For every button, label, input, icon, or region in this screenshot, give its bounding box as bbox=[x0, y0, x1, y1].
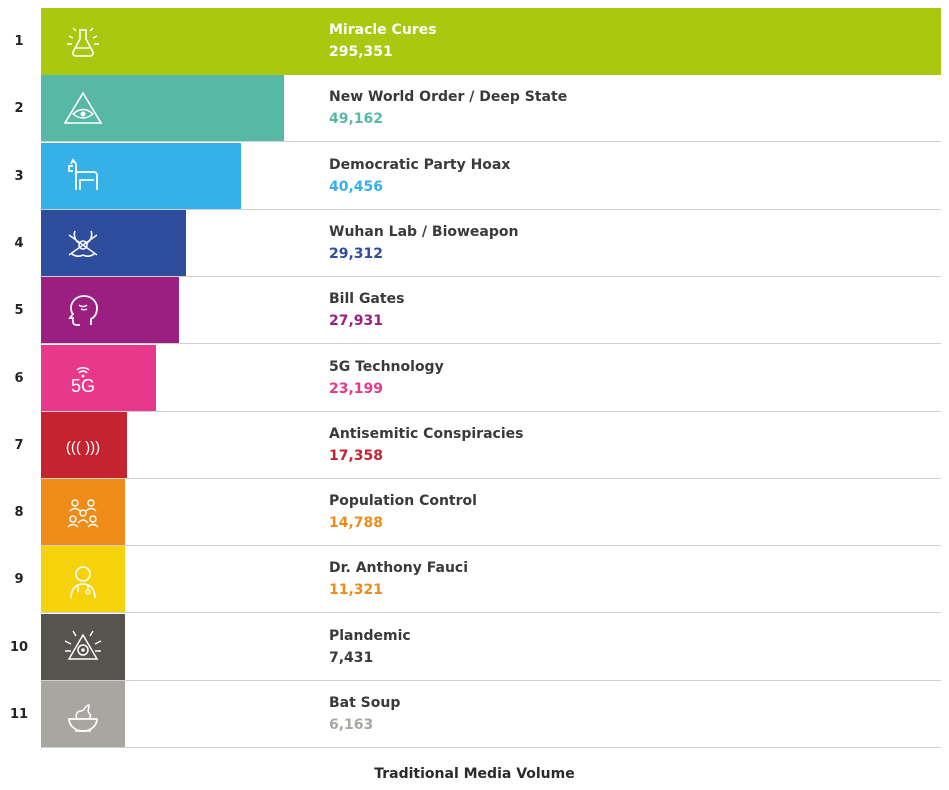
rank-label: 1 bbox=[14, 34, 24, 49]
rank-label: 3 bbox=[14, 168, 24, 184]
value-label: 14,788 bbox=[329, 515, 384, 532]
row-divider bbox=[41, 679, 941, 681]
star-of-david-icon: ((( ))) bbox=[41, 412, 125, 479]
category-label: New World Order / Deep State bbox=[329, 89, 568, 106]
biohazard-icon bbox=[41, 210, 125, 277]
category-label: Bill Gates bbox=[329, 291, 405, 308]
category-label: Antisemitic Conspiracies bbox=[329, 425, 524, 442]
svg-text:((( ))): ((( ))) bbox=[66, 439, 100, 456]
rank-label: 4 bbox=[14, 235, 24, 251]
value-label: 27,931 bbox=[329, 313, 384, 330]
bar bbox=[41, 613, 125, 681]
rank-label: 8 bbox=[14, 505, 24, 521]
x-axis-label: Traditional Media Volume bbox=[374, 766, 575, 782]
svg-text:5G: 5G bbox=[71, 376, 95, 396]
bar-row: 6 5G 5G Technology 23,199 bbox=[0, 344, 949, 412]
value-label: 7,431 bbox=[329, 649, 374, 666]
bar-row: 7 ((( ))) Antisemitic Conspiracies 17,358 bbox=[0, 411, 949, 479]
bar-row: 3 Democratic Party Hoax 40,456 bbox=[0, 142, 949, 210]
bar-row: 5 Bill Gates 27,931 bbox=[0, 277, 949, 345]
rank-label: 5 bbox=[14, 303, 24, 319]
bar-row: 4 Wuhan Lab / Bioweapon 29,312 bbox=[0, 209, 949, 277]
rank-label: 10 bbox=[9, 639, 29, 655]
value-label: 6,163 bbox=[329, 717, 374, 733]
bar-row: 11 Bat Soup 6,163 bbox=[0, 681, 949, 748]
row-divider bbox=[41, 747, 941, 748]
doctor-icon bbox=[41, 546, 125, 613]
bar bbox=[41, 479, 125, 547]
row-divider bbox=[41, 141, 941, 143]
category-label: Miracle Cures bbox=[329, 22, 437, 38]
row-divider bbox=[41, 477, 941, 479]
row-divider bbox=[41, 545, 941, 547]
row-divider bbox=[41, 343, 941, 345]
value-label: 49,162 bbox=[329, 111, 384, 128]
value-label: 295,351 bbox=[329, 44, 393, 60]
bar-row: 1 Miracle Cures 295,351 bbox=[0, 8, 949, 75]
soup-bowl-icon bbox=[41, 681, 125, 748]
bar bbox=[41, 411, 127, 479]
value-label: 17,358 bbox=[329, 447, 384, 464]
category-label: 5G Technology bbox=[329, 358, 444, 375]
category-label: Bat Soup bbox=[329, 695, 401, 711]
row-divider bbox=[41, 410, 941, 412]
rank-label: 7 bbox=[14, 437, 24, 453]
bar-row: 9 Dr. Anthony Fauci 11,321 bbox=[0, 546, 949, 614]
donkey-icon bbox=[41, 143, 125, 210]
row-divider bbox=[41, 612, 941, 614]
category-label: Population Control bbox=[329, 493, 477, 510]
category-label: Wuhan Lab / Bioweapon bbox=[329, 223, 519, 240]
category-label: Plandemic bbox=[329, 627, 411, 644]
rank-label: 9 bbox=[14, 572, 24, 588]
crowd-icon bbox=[41, 479, 125, 546]
rank-label: 11 bbox=[9, 707, 29, 722]
bar bbox=[41, 277, 180, 345]
category-label: Dr. Anthony Fauci bbox=[329, 560, 469, 577]
bar bbox=[41, 8, 941, 75]
bar-row: 8 Population Control 14,788 bbox=[0, 479, 949, 547]
bar-row: 2 New World Order / Deep State 49,162 bbox=[0, 75, 949, 143]
5g-icon: 5G bbox=[41, 345, 125, 412]
value-label: 40,456 bbox=[329, 178, 384, 195]
row-divider bbox=[41, 208, 941, 210]
value-label: 29,312 bbox=[329, 245, 384, 262]
flask-icon bbox=[41, 8, 125, 75]
bar bbox=[41, 546, 125, 614]
bar bbox=[41, 681, 125, 748]
bar bbox=[41, 142, 241, 210]
head-icon bbox=[41, 277, 125, 344]
category-label: Democratic Party Hoax bbox=[329, 156, 511, 173]
row-divider bbox=[41, 275, 941, 277]
bar bbox=[41, 209, 186, 277]
virus-eye-icon bbox=[41, 614, 125, 681]
rank-label: 6 bbox=[14, 370, 24, 386]
eye-pyramid-icon bbox=[41, 75, 125, 142]
value-label: 23,199 bbox=[329, 380, 384, 397]
bar-row: 10 Plandemic 7,431 bbox=[0, 613, 949, 681]
bar bbox=[41, 344, 156, 412]
rank-label: 2 bbox=[14, 101, 24, 117]
value-label: 11,321 bbox=[329, 582, 384, 599]
